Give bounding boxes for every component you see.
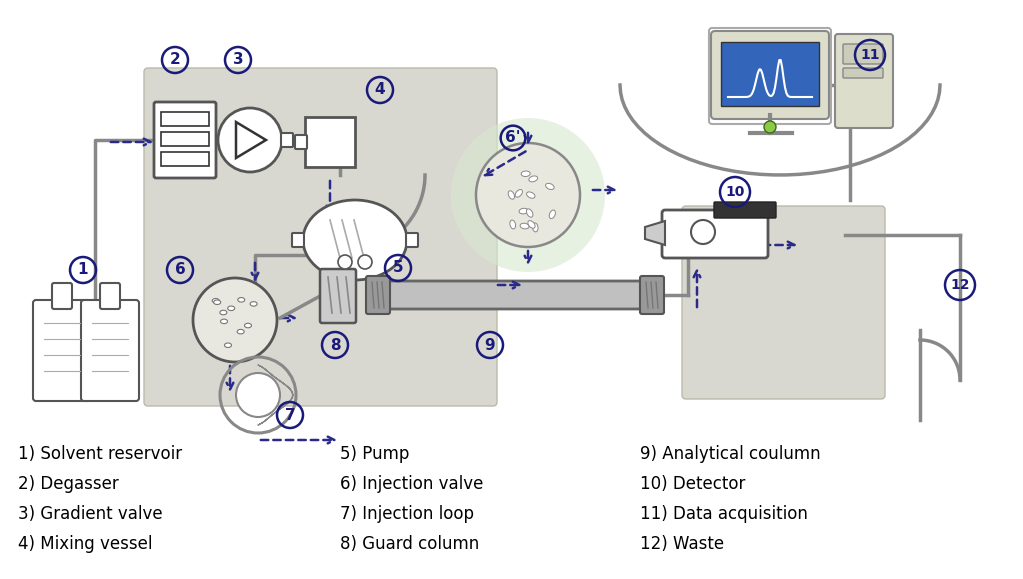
Text: 8) Guard column: 8) Guard column — [340, 535, 479, 553]
Polygon shape — [644, 221, 665, 245]
Ellipse shape — [527, 192, 535, 198]
Ellipse shape — [520, 223, 529, 229]
Ellipse shape — [508, 190, 515, 199]
Ellipse shape — [220, 310, 227, 315]
Ellipse shape — [527, 209, 533, 217]
Ellipse shape — [224, 343, 231, 347]
Ellipse shape — [532, 223, 538, 232]
FancyBboxPatch shape — [281, 133, 293, 147]
Ellipse shape — [228, 306, 234, 310]
Ellipse shape — [250, 302, 257, 306]
FancyBboxPatch shape — [154, 102, 216, 178]
Ellipse shape — [516, 189, 523, 197]
Text: 4: 4 — [374, 82, 386, 97]
FancyBboxPatch shape — [161, 132, 209, 146]
FancyBboxPatch shape — [640, 276, 664, 314]
Text: 5) Pump: 5) Pump — [340, 445, 409, 463]
Text: 6': 6' — [505, 130, 521, 145]
Ellipse shape — [212, 299, 219, 303]
Text: 11: 11 — [860, 48, 880, 62]
FancyBboxPatch shape — [714, 202, 776, 218]
Text: 2: 2 — [170, 53, 180, 68]
FancyBboxPatch shape — [33, 300, 91, 401]
FancyBboxPatch shape — [367, 281, 663, 309]
FancyBboxPatch shape — [835, 34, 893, 128]
Ellipse shape — [214, 300, 221, 305]
FancyBboxPatch shape — [662, 210, 768, 258]
Text: 4) Mixing vessel: 4) Mixing vessel — [18, 535, 152, 553]
Text: 12) Waste: 12) Waste — [640, 535, 724, 553]
FancyBboxPatch shape — [366, 276, 390, 314]
Circle shape — [764, 121, 776, 133]
Text: 3) Gradient valve: 3) Gradient valve — [18, 505, 163, 523]
Ellipse shape — [529, 176, 538, 182]
FancyBboxPatch shape — [843, 44, 883, 64]
FancyBboxPatch shape — [52, 283, 72, 309]
Text: 11) Data acquisition: 11) Data acquisition — [640, 505, 808, 523]
Ellipse shape — [237, 329, 244, 334]
FancyBboxPatch shape — [161, 152, 209, 166]
Text: 7) Injection loop: 7) Injection loop — [340, 505, 474, 523]
Circle shape — [193, 278, 277, 362]
FancyBboxPatch shape — [292, 233, 304, 247]
Text: 1: 1 — [78, 262, 88, 277]
Text: 6: 6 — [175, 262, 185, 277]
Ellipse shape — [237, 298, 244, 302]
Ellipse shape — [244, 323, 252, 328]
Polygon shape — [236, 122, 266, 158]
FancyBboxPatch shape — [161, 112, 209, 126]
Ellipse shape — [521, 171, 530, 177]
FancyBboxPatch shape — [295, 135, 307, 149]
Text: 9) Analytical coulumn: 9) Analytical coulumn — [640, 445, 820, 463]
FancyBboxPatch shape — [711, 31, 829, 119]
FancyBboxPatch shape — [305, 117, 355, 167]
Circle shape — [451, 118, 605, 272]
Ellipse shape — [528, 221, 535, 228]
Text: 3: 3 — [232, 53, 243, 68]
Ellipse shape — [221, 319, 227, 324]
Text: 2) Degasser: 2) Degasser — [18, 475, 119, 493]
Circle shape — [691, 220, 715, 244]
Text: 1) Solvent reservoir: 1) Solvent reservoir — [18, 445, 182, 463]
Ellipse shape — [545, 184, 554, 189]
Text: 10) Detector: 10) Detector — [640, 475, 746, 493]
Text: 12: 12 — [950, 278, 970, 292]
Ellipse shape — [509, 220, 516, 229]
Text: 8: 8 — [329, 338, 341, 353]
FancyBboxPatch shape — [81, 300, 139, 401]
Ellipse shape — [303, 200, 407, 280]
FancyBboxPatch shape — [682, 206, 885, 399]
Text: 6) Injection valve: 6) Injection valve — [340, 475, 484, 493]
FancyBboxPatch shape — [100, 283, 120, 309]
Circle shape — [476, 143, 580, 247]
Circle shape — [358, 255, 372, 269]
FancyBboxPatch shape — [406, 233, 418, 247]
FancyBboxPatch shape — [320, 269, 356, 323]
Circle shape — [236, 373, 280, 417]
Text: 10: 10 — [725, 185, 745, 199]
FancyBboxPatch shape — [843, 68, 883, 78]
Circle shape — [338, 255, 352, 269]
Circle shape — [218, 108, 282, 172]
Ellipse shape — [519, 208, 528, 214]
Text: 5: 5 — [393, 261, 403, 276]
Text: 7: 7 — [284, 408, 296, 423]
Text: 9: 9 — [485, 338, 495, 353]
Ellipse shape — [549, 210, 555, 219]
FancyBboxPatch shape — [721, 42, 819, 106]
FancyBboxPatch shape — [144, 68, 497, 406]
